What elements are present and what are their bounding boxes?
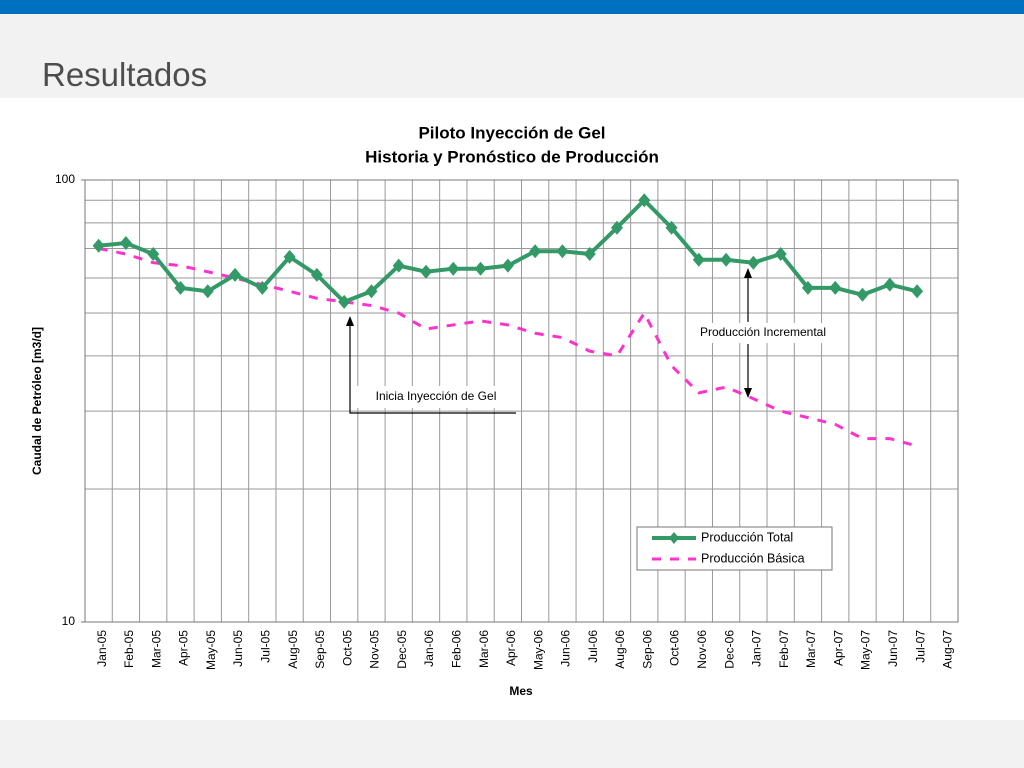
x-tick-label: Jul-06 <box>586 630 600 663</box>
legend-box <box>636 526 833 571</box>
marker <box>638 193 651 208</box>
arrow-head <box>744 268 752 278</box>
legend-label: Producción Total <box>701 530 793 544</box>
x-tick-label: May-05 <box>204 630 218 670</box>
marker <box>474 261 487 276</box>
x-tick-label: Nov-05 <box>368 630 382 669</box>
marker <box>911 284 924 299</box>
marker <box>92 238 105 253</box>
marker <box>583 247 596 262</box>
arrow-head <box>744 388 752 398</box>
marker <box>420 264 433 279</box>
top-bar <box>0 0 1024 14</box>
marker <box>147 247 160 262</box>
x-tick-label: Aug-07 <box>941 630 955 669</box>
marker <box>229 267 242 282</box>
x-tick-label: Jan-05 <box>95 630 109 667</box>
x-tick-label: Aug-05 <box>286 630 300 669</box>
x-tick-label: Jan-07 <box>750 630 764 667</box>
slide-title: Resultados <box>42 56 208 93</box>
marker <box>610 220 623 235</box>
marker <box>747 255 760 270</box>
marker <box>256 280 269 295</box>
marker <box>556 244 569 259</box>
annotation: Inicia Inyección de Gel <box>376 389 497 403</box>
series-line <box>98 246 918 448</box>
marker <box>310 267 323 282</box>
marker <box>365 284 378 299</box>
x-tick-label: Jul-05 <box>259 630 273 663</box>
chart-title: Piloto Inyección de Gel <box>418 123 605 142</box>
x-tick-label: Feb-06 <box>449 630 463 668</box>
marker <box>774 247 787 262</box>
marker <box>174 280 187 295</box>
y-tick-label: 100 <box>55 172 75 186</box>
marker <box>338 294 351 309</box>
x-tick-label: Jun-05 <box>231 630 245 667</box>
x-tick-label: Mar-06 <box>477 630 491 668</box>
panel <box>0 98 1024 720</box>
y-axis-label: Caudal de Petróleo [m3/d] <box>30 327 44 475</box>
annotation-box <box>686 323 846 343</box>
x-tick-label: Feb-05 <box>122 630 136 668</box>
marker <box>501 258 514 273</box>
x-tick-label: Jan-06 <box>422 630 436 667</box>
marker <box>665 220 678 235</box>
x-tick-label: Apr-06 <box>504 630 518 666</box>
x-tick-label: May-06 <box>531 630 545 670</box>
annotation-line <box>349 322 516 414</box>
chart: Piloto Inyección de Gel Historia y Pronós… <box>0 98 1024 720</box>
annotation: Producción Incremental <box>700 325 826 339</box>
marker <box>392 258 405 273</box>
arrow-head <box>346 316 354 326</box>
marker <box>119 236 132 251</box>
x-tick-label: Mar-05 <box>149 630 163 668</box>
marker <box>692 252 705 267</box>
x-tick-label: Sep-06 <box>640 630 654 669</box>
x-axis-label: Mes <box>509 684 533 698</box>
legend-label: Producción Básica <box>701 551 805 565</box>
chart-title: Historia y Pronóstico de Producción <box>365 147 659 166</box>
marker <box>201 284 214 299</box>
x-tick-label: Aug-06 <box>613 630 627 669</box>
marker <box>283 249 296 264</box>
x-tick-label: Feb-07 <box>777 630 791 668</box>
plot: Piloto Inyección de Gel Historia y Pronós… <box>30 123 959 698</box>
x-tick-label: Dec-06 <box>722 630 736 669</box>
x-tick-label: Jul-07 <box>913 630 927 663</box>
x-tick-label: Mar-07 <box>804 630 818 668</box>
marker <box>883 277 896 292</box>
y-tick-label: 10 <box>62 614 76 628</box>
marker <box>720 252 733 267</box>
x-tick-label: Jun-06 <box>559 630 573 667</box>
x-tick-label: Nov-06 <box>695 630 709 669</box>
x-tick-label: Dec-05 <box>395 630 409 669</box>
marker <box>447 261 460 276</box>
plot-frame <box>84 179 959 623</box>
x-tick-label: Jun-07 <box>886 630 900 667</box>
x-tick-label: Oct-06 <box>668 630 682 666</box>
x-tick-label: Apr-07 <box>831 630 845 666</box>
x-tick-label: May-07 <box>859 630 873 670</box>
x-tick-label: Sep-05 <box>313 630 327 669</box>
marker <box>856 287 869 302</box>
x-tick-label: Apr-05 <box>177 630 191 666</box>
legend-marker <box>669 532 679 544</box>
marker <box>829 280 842 295</box>
annotation-box <box>354 386 514 408</box>
x-tick-label: Oct-05 <box>340 630 354 666</box>
marker <box>529 244 542 259</box>
marker <box>801 280 814 295</box>
